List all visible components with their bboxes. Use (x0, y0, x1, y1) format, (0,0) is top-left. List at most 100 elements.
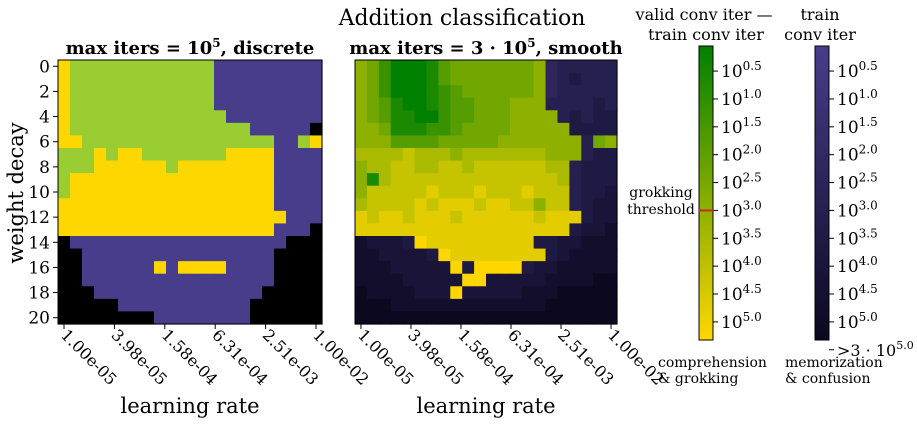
colorbar-tick-label: 103.0 (837, 198, 878, 221)
heatmap-cell (355, 248, 368, 262)
grokking-threshold-label-line2: threshold (627, 202, 695, 218)
heatmap-cell (118, 273, 131, 287)
heatmap-cell (366, 185, 380, 199)
heatmap-cell (486, 122, 499, 137)
heatmap-cell (142, 223, 155, 237)
heatmap-cell (438, 110, 451, 124)
heatmap-cell (202, 173, 215, 187)
heatmap-cell (355, 185, 368, 199)
heatmap-cell (70, 97, 83, 111)
colorbar-grokking-bottom-line1: comprehension (658, 355, 767, 371)
heatmap-cell (474, 122, 487, 137)
heatmap-cell (202, 110, 215, 124)
heatmap-cell (238, 97, 251, 111)
heatmap-cell (214, 273, 227, 287)
heatmap-cell (355, 97, 368, 111)
heatmap-cell (298, 185, 311, 199)
heatmap-cell (366, 311, 380, 325)
heatmap-cell (438, 60, 451, 74)
heatmap-cell (414, 122, 428, 137)
heatmap-cell (569, 198, 582, 212)
heatmap-cell (154, 60, 167, 74)
heatmap-cell (82, 122, 95, 137)
heatmap-cell (593, 298, 606, 313)
heatmap-cell (190, 236, 203, 250)
heatmap-cell (402, 60, 416, 74)
heatmap-cell (310, 60, 323, 74)
heatmap-cell (569, 60, 582, 74)
heatmap-cell (298, 85, 311, 99)
heatmap-cell (462, 160, 475, 174)
heatmap-cell (262, 261, 275, 275)
heatmap-cell (250, 236, 263, 250)
heatmap-cell (166, 97, 179, 111)
heatmap-cell (593, 198, 606, 212)
heatmap-cell (82, 248, 95, 262)
colorbar-grokking-bottom-line2: & grokking (658, 371, 738, 387)
heatmap-cell (557, 273, 570, 287)
heatmap-cell (545, 298, 559, 313)
heatmap-cell (250, 248, 263, 262)
colorbar-tick-label: 100.5 (721, 59, 762, 82)
heatmap-cell (378, 110, 392, 124)
heatmap-cell (154, 273, 167, 287)
heatmap-cell (402, 286, 416, 300)
heatmap-cell (238, 223, 251, 237)
heatmap-cell (462, 97, 475, 111)
heatmap-cell (58, 198, 71, 212)
heatmap-cell (355, 273, 368, 287)
heatmap-cell (262, 298, 275, 313)
heatmap-cell (118, 210, 131, 225)
heatmap-cell (142, 173, 155, 187)
heatmap-cell (402, 148, 416, 162)
heatmap-cell (545, 236, 559, 250)
colorbar-tick-label: 103.0 (721, 198, 762, 221)
heatmap-cell (226, 148, 239, 162)
heatmap-cell (226, 311, 239, 325)
heatmap-cell (154, 311, 167, 325)
heatmap-cell (202, 210, 215, 225)
colorbar-tick-label: 104.5 (837, 282, 878, 305)
heatmap-cell (533, 60, 547, 74)
heatmap-cell (262, 122, 275, 137)
heatmap-cell (521, 298, 535, 313)
heatmap-cell (286, 122, 299, 137)
heatmap-cell (190, 298, 203, 313)
heatmap-cell (533, 298, 547, 313)
heatmap-cell (142, 97, 155, 111)
heatmap-cell (310, 273, 323, 287)
heatmap-cell (462, 210, 475, 225)
heatmap-cell (154, 135, 167, 149)
y-tick-label: 18 (28, 284, 50, 304)
heatmap-cell (166, 248, 179, 262)
heatmap-cell (557, 148, 570, 162)
heatmap-cell (58, 148, 71, 162)
heatmap-cell (70, 273, 83, 287)
heatmap-cell (414, 311, 428, 325)
heatmap-cell (414, 273, 428, 287)
heatmap-cell (274, 122, 287, 137)
heatmap-cell (593, 173, 606, 187)
heatmap-cell (238, 160, 251, 174)
heatmap-cell (605, 60, 618, 74)
heatmap-cell (509, 210, 523, 225)
heatmap-cell (250, 135, 263, 149)
heatmap-cell (166, 135, 179, 149)
heatmap-cell (202, 273, 215, 287)
heatmap-cell (486, 236, 499, 250)
heatmap-cell (509, 72, 523, 86)
heatmap-cell (286, 72, 299, 86)
heatmap-cell (70, 135, 83, 149)
heatmap-cell (130, 248, 143, 262)
heatmap-cell (426, 72, 439, 86)
heatmap-cell (414, 135, 428, 149)
heatmap-cell (250, 148, 263, 162)
heatmap-cell (450, 273, 463, 287)
heatmap-cell (581, 160, 594, 174)
heatmap-cell (178, 135, 191, 149)
heatmap-cell (154, 122, 167, 137)
heatmap-cell (545, 223, 559, 237)
heatmap-cell (581, 110, 594, 124)
heatmap-cell (533, 122, 547, 137)
heatmap-cell (82, 223, 95, 237)
